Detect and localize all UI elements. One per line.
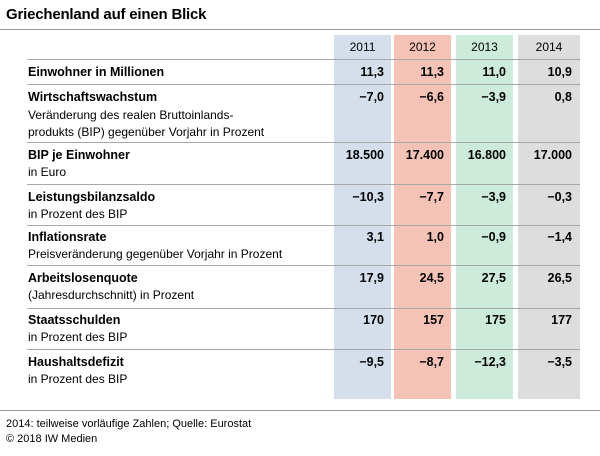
column-bg-2014 (518, 35, 580, 399)
footer-note: 2014: teilweise vorläufige Zahlen; Quell… (6, 418, 252, 430)
row-label-bip-je-einwohner: BIP je Einwohner (28, 148, 130, 162)
row-sub-wirtschaftswachstum: Veränderung des realen Bruttoinlands- pr… (28, 107, 328, 141)
year-header-2014: 2014 (535, 40, 563, 54)
value-inflation-2014: −1,4 (547, 230, 572, 244)
value-wachstum-2014: 0,8 (554, 90, 572, 104)
year-header-2012: 2012 (409, 40, 436, 54)
row-sub-arbeitslosenquote: (Jahresdurchschnitt) in Prozent (28, 288, 195, 302)
row-label-haushaltsdefizit: Haushaltsdefizit (28, 355, 124, 369)
row-label-einwohner: Einwohner in Millionen (28, 65, 165, 79)
value-einwohner-2014: 10,9 (547, 65, 572, 79)
value-arbeitslosen-2012: 24,5 (419, 271, 444, 285)
value-inflation-2013: −0,9 (481, 230, 506, 244)
row-sub-bip-je-einwohner: in Euro (28, 165, 67, 179)
footer-copyright: © 2018 IW Medien (6, 433, 98, 445)
row-sub-line: Veränderung des realen Bruttoinlands- (28, 108, 234, 122)
year-header-2011: 2011 (349, 40, 376, 54)
value-schulden-2012: 157 (423, 313, 444, 327)
row-label-leistungsbilanzsaldo: Leistungsbilanzsaldo (28, 190, 156, 204)
row-divider (27, 225, 580, 226)
column-bg-2013 (456, 35, 513, 399)
column-bg-2012 (394, 35, 451, 399)
value-schulden-2013: 175 (485, 313, 506, 327)
value-leistungsbilanz-2013: −3,9 (481, 190, 506, 204)
value-schulden-2011: 170 (363, 313, 384, 327)
row-sub-line: produkts (BIP) gegenüber Vorjahr in Proz… (28, 125, 265, 139)
value-bip-2013: 16.800 (467, 148, 506, 162)
top-divider (0, 29, 600, 30)
value-arbeitslosen-2014: 26,5 (547, 271, 572, 285)
row-sub-leistungsbilanzsaldo: in Prozent des BIP (28, 207, 128, 221)
row-divider (27, 84, 580, 85)
row-divider (27, 184, 580, 185)
bottom-divider (0, 410, 600, 411)
value-leistungsbilanz-2014: −0,3 (547, 190, 572, 204)
value-inflation-2012: 1,0 (426, 230, 444, 244)
row-sub-inflationsrate: Preisveränderung gegenüber Vorjahr in Pr… (28, 247, 283, 261)
value-wachstum-2012: −6,6 (419, 90, 444, 104)
value-bip-2014: 17.000 (533, 148, 572, 162)
value-defizit-2013: −12,3 (474, 355, 506, 369)
value-arbeitslosen-2011: 17,9 (359, 271, 384, 285)
value-wachstum-2013: −3,9 (481, 90, 506, 104)
value-leistungsbilanz-2011: −10,3 (352, 190, 384, 204)
value-einwohner-2011: 11,3 (360, 65, 384, 79)
value-bip-2012: 17.400 (405, 148, 444, 162)
value-defizit-2012: −8,7 (419, 355, 444, 369)
row-divider (27, 59, 580, 60)
value-bip-2011: 18.500 (345, 148, 384, 162)
year-header-2013: 2013 (471, 40, 498, 54)
value-defizit-2014: −3,5 (547, 355, 572, 369)
row-sub-staatsschulden: in Prozent des BIP (28, 330, 128, 344)
value-wachstum-2011: −7,0 (359, 90, 384, 104)
value-arbeitslosen-2013: 27,5 (481, 271, 506, 285)
column-bg-2011 (334, 35, 391, 399)
row-sub-haushaltsdefizit: in Prozent des BIP (28, 372, 128, 386)
value-einwohner-2013: 11,0 (482, 65, 506, 79)
value-leistungsbilanz-2012: −7,7 (419, 190, 444, 204)
value-einwohner-2012: 11,3 (420, 65, 444, 79)
row-divider (27, 265, 580, 266)
row-label-inflationsrate: Inflationsrate (28, 230, 107, 244)
row-divider (27, 142, 580, 143)
value-schulden-2014: 177 (551, 313, 572, 327)
value-inflation-2011: 3,1 (366, 230, 384, 244)
value-defizit-2011: −9,5 (359, 355, 384, 369)
row-divider (27, 308, 580, 309)
page-title: Griechenland auf einen Blick (6, 6, 207, 23)
row-label-arbeitslosenquote: Arbeitslosenquote (28, 271, 138, 285)
row-label-wirtschaftswachstum: Wirtschaftswachstum (28, 90, 158, 104)
row-divider (27, 349, 580, 350)
row-label-staatsschulden: Staatsschulden (28, 313, 121, 327)
